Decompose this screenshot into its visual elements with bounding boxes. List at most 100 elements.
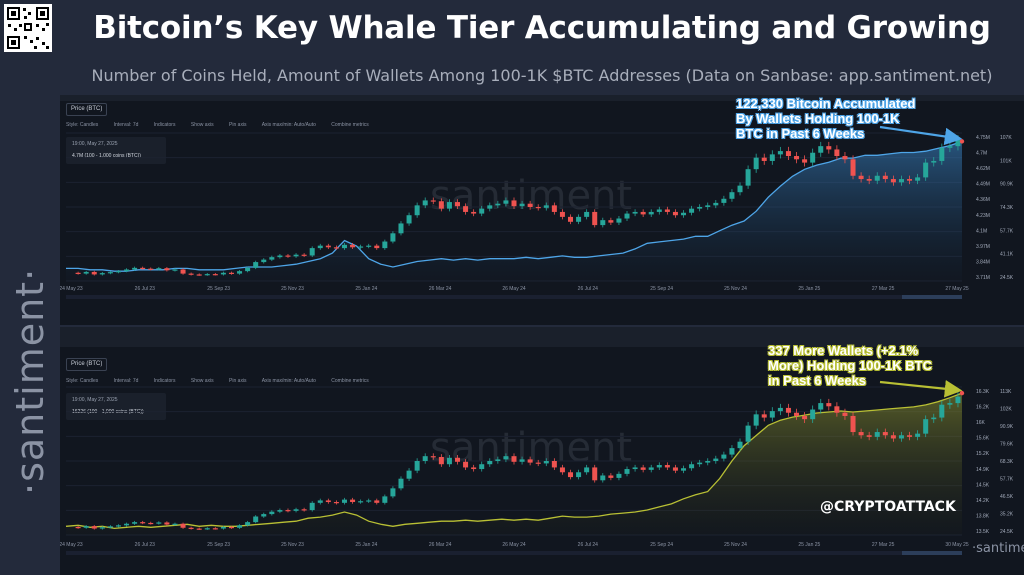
show-axis-toggle[interactable]: Show axis xyxy=(190,122,214,128)
interval-menu[interactable]: Interval: 7d xyxy=(113,378,139,384)
candle xyxy=(939,147,945,161)
corner-watermark: ·santiment· xyxy=(972,541,1024,556)
candle xyxy=(592,211,598,226)
candle xyxy=(140,522,146,524)
page-title: Bitcoin’s Key Whale Tier Accumulating an… xyxy=(93,10,991,46)
candle xyxy=(584,467,590,473)
candle xyxy=(576,216,582,222)
candle xyxy=(83,526,89,528)
axis-minmax-menu[interactable]: Axis max/min: Auto/Auto xyxy=(261,378,316,384)
show-axis-toggle[interactable]: Show axis xyxy=(190,378,214,384)
candle xyxy=(341,499,347,503)
candle xyxy=(559,467,565,473)
combine-metrics-button[interactable]: Combine metrics xyxy=(331,122,369,128)
candle xyxy=(164,268,170,271)
candle xyxy=(697,207,703,209)
candle xyxy=(519,203,525,207)
range-minimap[interactable] xyxy=(66,551,962,555)
candle xyxy=(794,412,800,416)
candle xyxy=(600,475,606,481)
candle xyxy=(794,156,800,160)
candle xyxy=(705,205,711,207)
candle xyxy=(180,523,186,528)
price-tab[interactable]: Price (BTC) xyxy=(66,358,108,371)
candle xyxy=(374,245,380,249)
range-minimap[interactable] xyxy=(66,295,962,299)
range-minimap-selection[interactable] xyxy=(902,551,962,555)
candle xyxy=(414,205,420,216)
candle xyxy=(341,244,347,249)
candle xyxy=(293,254,299,257)
candle xyxy=(422,200,428,206)
candle xyxy=(890,435,896,439)
price-axis-label: 68.3K xyxy=(1000,459,1014,465)
candle xyxy=(898,179,904,183)
candle xyxy=(406,470,412,479)
candle xyxy=(955,396,961,404)
candle xyxy=(753,157,759,170)
candle xyxy=(931,417,937,420)
candle xyxy=(253,262,259,268)
x-tick-label: 26 Mar 24 xyxy=(429,286,452,292)
candle xyxy=(584,211,590,217)
candle xyxy=(923,419,929,434)
candle xyxy=(624,213,630,219)
interval-menu[interactable]: Interval: 7d xyxy=(113,122,139,128)
chart-toolbar: Style: Candles Interval: 7d Indicators S… xyxy=(66,378,383,384)
x-tick-label: 27 Mar 25 xyxy=(872,286,895,292)
candle xyxy=(866,435,872,437)
wallets-chart: 24 May 23 26 Jul 23 25 Sep 23 25 Nov 23 25 J… xyxy=(60,380,1014,555)
style-menu[interactable]: Style: Candles xyxy=(66,378,99,384)
metric-axis-label: 14.5K xyxy=(976,482,990,488)
candle xyxy=(697,462,703,465)
candle xyxy=(325,245,331,248)
axis-minmax-menu[interactable]: Axis max/min: Auto/Auto xyxy=(261,122,316,128)
candle xyxy=(398,223,404,234)
candle xyxy=(471,467,477,470)
candle xyxy=(172,523,178,525)
chart-toolbar: Style: Candles Interval: 7d Indicators S… xyxy=(66,122,383,128)
candle xyxy=(721,454,727,459)
candle xyxy=(753,414,759,426)
pin-axis-toggle[interactable]: Pin axis xyxy=(229,122,247,128)
candle xyxy=(656,465,662,468)
candle xyxy=(866,179,872,181)
candle xyxy=(204,528,210,530)
candle xyxy=(850,415,856,433)
candle xyxy=(237,525,243,528)
pin-axis-toggle[interactable]: Pin axis xyxy=(229,378,247,384)
candle xyxy=(632,211,638,214)
x-tick-label: 25 Jan 25 xyxy=(798,286,820,292)
candle xyxy=(285,510,291,512)
price-tab[interactable]: Price (BTC) xyxy=(66,103,108,116)
metric-axis-label: 4.23M xyxy=(976,213,990,219)
candle xyxy=(842,412,848,416)
indicators-menu[interactable]: Indicators xyxy=(153,378,176,384)
price-axis-label: 90.9K xyxy=(1000,182,1014,188)
style-menu[interactable]: Style: Candles xyxy=(66,122,99,128)
candle xyxy=(713,202,719,206)
candle xyxy=(115,525,121,527)
candle xyxy=(132,267,138,270)
vertical-logo: ·santiment· xyxy=(8,267,52,495)
candle xyxy=(253,516,259,523)
price-axis-label: 57.7K xyxy=(1000,228,1014,234)
combine-metrics-button[interactable]: Combine metrics xyxy=(331,378,369,384)
candle xyxy=(915,433,921,437)
candle xyxy=(689,208,695,213)
indicators-menu[interactable]: Indicators xyxy=(153,122,176,128)
range-minimap-selection[interactable] xyxy=(902,295,962,299)
candle xyxy=(543,461,549,464)
candle xyxy=(858,175,864,180)
candle xyxy=(721,198,727,203)
credit-watermark: @CRYPTOATTACK xyxy=(820,499,956,515)
metric-axis-label: 4.7M xyxy=(976,151,987,157)
x-tick-label: 25 Jan 25 xyxy=(798,542,820,548)
candle xyxy=(648,211,654,215)
candle xyxy=(204,274,210,276)
chart-panel-coins: Price (BTC) Style: Candles Interval: 7d … xyxy=(60,95,1024,325)
candle xyxy=(915,177,921,181)
candle xyxy=(446,457,452,465)
metric-axis-label: 4.75M xyxy=(976,135,990,141)
candle xyxy=(681,212,687,216)
